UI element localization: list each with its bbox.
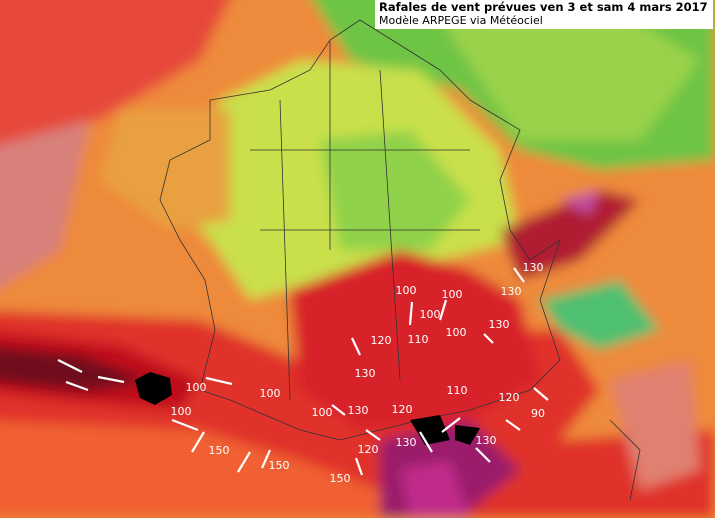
header: Rafales de vent prévues ven 3 et sam 4 m… [375,0,713,29]
gust-label: 120 [392,403,413,416]
map-title: Rafales de vent prévues ven 3 et sam 4 m… [379,0,708,14]
gust-label: 100 [442,288,463,301]
gust-label: 100 [186,381,207,394]
gust-label: 130 [355,367,376,380]
gust-label: 100 [171,405,192,418]
gust-label: 150 [209,444,230,457]
gust-label: 150 [330,472,351,485]
gust-label: 130 [523,261,544,274]
gust-label: 120 [499,391,520,404]
gust-label: 110 [447,384,468,397]
gust-label: 120 [358,443,379,456]
low-core [135,372,172,405]
gust-label: 130 [489,318,510,331]
map-subtitle: Modèle ARPEGE via Météociel [379,14,543,27]
gust-label: 90 [531,407,545,420]
gust-label: 130 [396,436,417,449]
gust-label: 100 [260,387,281,400]
gust-label: 100 [396,284,417,297]
wind-arrows [57,267,549,476]
borders [159,19,641,501]
gust-label: 100 [420,308,441,321]
gust-label: 130 [501,285,522,298]
gust-label: 100 [312,406,333,419]
gust-label: 150 [269,459,290,472]
gust-label: 100 [446,326,467,339]
gust-label: 130 [476,434,497,447]
gust-label: 130 [348,404,369,417]
gust-label: 110 [408,333,429,346]
gust-label: 120 [371,334,392,347]
